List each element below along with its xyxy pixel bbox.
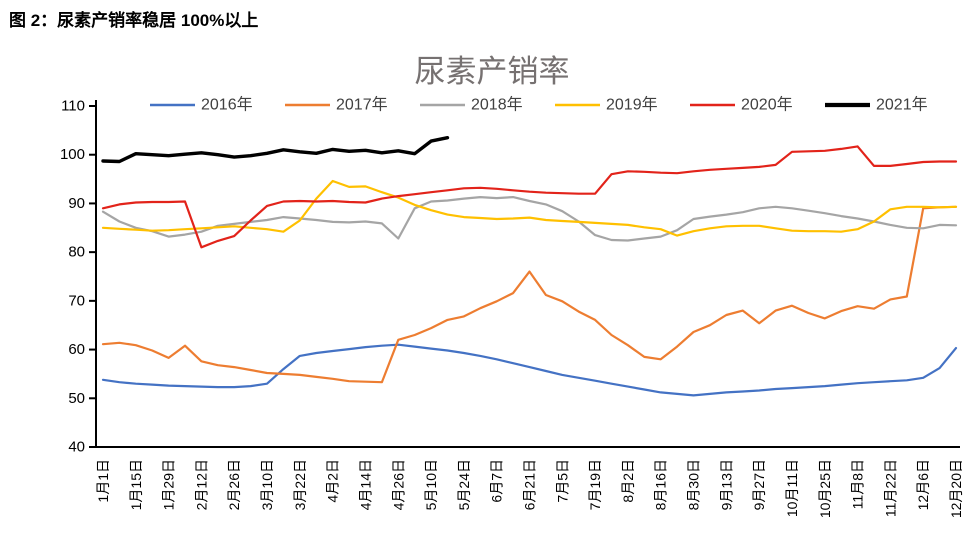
series-line-2019年 (101, 179, 958, 237)
legend-label: 2019年 (606, 96, 658, 114)
legend-item-2017年: 2017年 (285, 96, 388, 114)
series-line-2017年 (101, 205, 958, 384)
x-tick-label: 4月14日 (357, 459, 373, 510)
y-tick-label: 40 (68, 439, 85, 456)
legend-label: 2017年 (336, 96, 388, 114)
x-tick-label: 4月26日 (390, 459, 406, 510)
x-tick-label: 8月30日 (686, 459, 702, 510)
x-tick-label: 1月15日 (128, 459, 144, 510)
y-tick-label: 90 (68, 195, 85, 212)
x-tick-label: 3月22日 (292, 459, 308, 510)
legend-label: 2018年 (471, 96, 523, 114)
x-tick-label: 6月21日 (522, 459, 538, 510)
y-tick-label: 80 (68, 244, 85, 261)
x-tick-label: 7月5日 (554, 459, 570, 503)
x-tick-label: 12月20日 (948, 459, 964, 518)
series-line-2021年 (101, 136, 450, 164)
series-line-2020年 (101, 145, 958, 249)
legend-label: 2021年 (876, 96, 928, 114)
x-tick-label: 8月16日 (653, 459, 669, 510)
x-tick-label: 10月11日 (784, 459, 800, 517)
legend-item-2018年: 2018年 (420, 96, 523, 114)
x-tick-label: 11月8日 (850, 459, 866, 509)
legend-label: 2016年 (201, 96, 253, 114)
legend-item-2019年: 2019年 (555, 96, 658, 114)
x-tick-label: 5月24日 (456, 459, 472, 510)
x-tick-label: 1月29日 (161, 459, 177, 510)
legend-item-2020年: 2020年 (690, 96, 793, 114)
y-tick-label: 50 (68, 390, 85, 407)
x-tick-label: 1月1日 (95, 459, 111, 503)
x-tick-label: 9月13日 (718, 459, 734, 510)
y-tick-label: 100 (60, 146, 85, 163)
chart-title: 尿素产销率 (415, 54, 570, 89)
series-line-2018年 (101, 196, 958, 242)
x-tick-label: 12月6日 (915, 459, 931, 510)
x-tick-label: 3月10日 (259, 459, 275, 510)
x-tick-label: 5月10日 (423, 459, 439, 510)
x-tick-label: 2月12日 (193, 459, 209, 510)
legend-item-2016年: 2016年 (150, 96, 253, 114)
x-tick-label: 2月26日 (226, 459, 242, 510)
series-line-2016年 (101, 343, 958, 397)
x-tick-label: 11月22日 (882, 459, 898, 517)
x-tick-label: 10月25日 (817, 459, 833, 518)
y-tick-label: 60 (68, 341, 85, 358)
x-tick-label: 7月19日 (587, 459, 603, 510)
y-tick-label: 70 (68, 292, 85, 309)
legend-label: 2020年 (741, 96, 793, 114)
x-tick-label: 4月2日 (325, 459, 341, 503)
y-tick-label: 110 (61, 98, 85, 115)
figure-heading: 图 2：尿素产销率稳居 100%以上 (9, 11, 259, 30)
x-tick-label: 9月27日 (751, 459, 767, 510)
legend-item-2021年: 2021年 (825, 96, 928, 114)
x-tick-label: 8月2日 (620, 459, 636, 503)
x-tick-label: 6月7日 (489, 459, 505, 503)
